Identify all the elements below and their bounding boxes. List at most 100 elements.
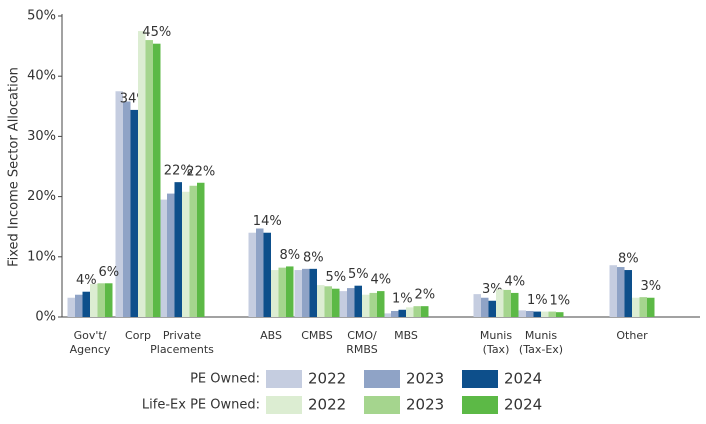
x-tick-label: Corp (125, 329, 151, 342)
legend-group-label: Life-Ex PE Owned: (142, 398, 260, 413)
bar (167, 193, 175, 317)
x-tick-label: Gov't/ Agency (69, 329, 111, 356)
bar (391, 310, 399, 317)
bar (197, 182, 205, 317)
data-label: 8% (279, 248, 300, 263)
x-tick-label: MBS (394, 329, 418, 342)
bar (362, 294, 370, 317)
bar (309, 268, 317, 317)
legend-label: 2023 (406, 396, 444, 414)
bar (263, 232, 271, 317)
x-tick-label: Munis (Tax) (479, 329, 513, 356)
bar (481, 297, 489, 317)
bar (182, 191, 190, 317)
legend-swatch (462, 370, 498, 388)
bar (130, 109, 138, 317)
data-label: 5% (325, 270, 346, 285)
bar (617, 267, 625, 317)
bar (647, 297, 655, 317)
bar (324, 286, 332, 317)
legend-label: 2024 (504, 396, 542, 414)
bar (609, 265, 617, 317)
bar (503, 289, 511, 317)
x-tick-label: Private Placements (150, 329, 214, 356)
data-label: 1% (392, 291, 413, 306)
data-label: 45% (142, 25, 171, 40)
bar (526, 310, 534, 317)
bar (286, 266, 294, 317)
bar (413, 306, 421, 317)
bar (377, 291, 385, 317)
x-tick-label: ABS (260, 329, 282, 342)
bar (639, 297, 647, 317)
data-label: 22% (164, 164, 193, 179)
bar (369, 292, 377, 317)
x-tick-label: CMO/ RMBS (346, 329, 378, 356)
bar (347, 288, 355, 317)
bar (488, 300, 496, 317)
legend-label: 2022 (308, 396, 346, 414)
bar (75, 294, 83, 317)
data-label: 4% (370, 273, 391, 288)
x-tick-label: CMBS (301, 329, 333, 342)
legend-label: 2023 (406, 370, 444, 388)
bar (97, 283, 105, 317)
bar (398, 309, 406, 317)
y-tick-label: 20% (27, 189, 56, 204)
bar (332, 288, 340, 317)
bar (123, 101, 131, 317)
x-tick-label: Other (616, 329, 648, 342)
bar (406, 307, 414, 317)
bar (354, 285, 362, 317)
data-label: 22% (186, 164, 215, 179)
data-label: 3% (640, 279, 661, 294)
legend-swatch (266, 370, 302, 388)
bar (339, 291, 347, 317)
legend-swatch (364, 370, 400, 388)
bar (145, 40, 153, 318)
legend-swatch (364, 396, 400, 414)
bar (302, 268, 310, 317)
bar (105, 283, 113, 317)
bar (383, 313, 391, 317)
bar (518, 310, 526, 317)
bar (138, 31, 146, 318)
bar (189, 185, 197, 317)
bar (556, 312, 564, 317)
bar (159, 199, 167, 317)
y-axis-label: Fixed Income Sector Allocation (7, 67, 22, 267)
bar (317, 285, 325, 317)
bar (82, 291, 90, 317)
data-label: 1% (549, 294, 570, 309)
legend-label: 2022 (308, 370, 346, 388)
bar (496, 289, 504, 317)
bar (174, 182, 182, 317)
data-label: 8% (303, 250, 324, 265)
bar (511, 292, 519, 317)
bar (67, 297, 75, 317)
bar (548, 311, 556, 317)
bar (271, 270, 279, 317)
x-tick-label: Munis (Tax-Ex) (518, 329, 564, 356)
y-tick-label: 50% (27, 9, 56, 24)
bar (248, 232, 256, 317)
bar (624, 270, 632, 317)
bar (90, 283, 98, 317)
legend-swatch (462, 396, 498, 414)
legend-swatch (266, 396, 302, 414)
legend-label: 2024 (504, 370, 542, 388)
bar (115, 91, 123, 317)
data-label: 14% (253, 214, 282, 229)
data-label: 8% (618, 252, 639, 267)
bar (278, 267, 286, 317)
y-tick-label: 30% (27, 129, 56, 144)
data-label: 5% (348, 267, 369, 282)
bar (632, 297, 640, 317)
data-label: 1% (527, 293, 548, 308)
bar (294, 270, 302, 317)
data-label: 2% (414, 288, 435, 303)
legend-group-label: PE Owned: (190, 372, 260, 387)
y-tick-label: 40% (27, 69, 56, 84)
